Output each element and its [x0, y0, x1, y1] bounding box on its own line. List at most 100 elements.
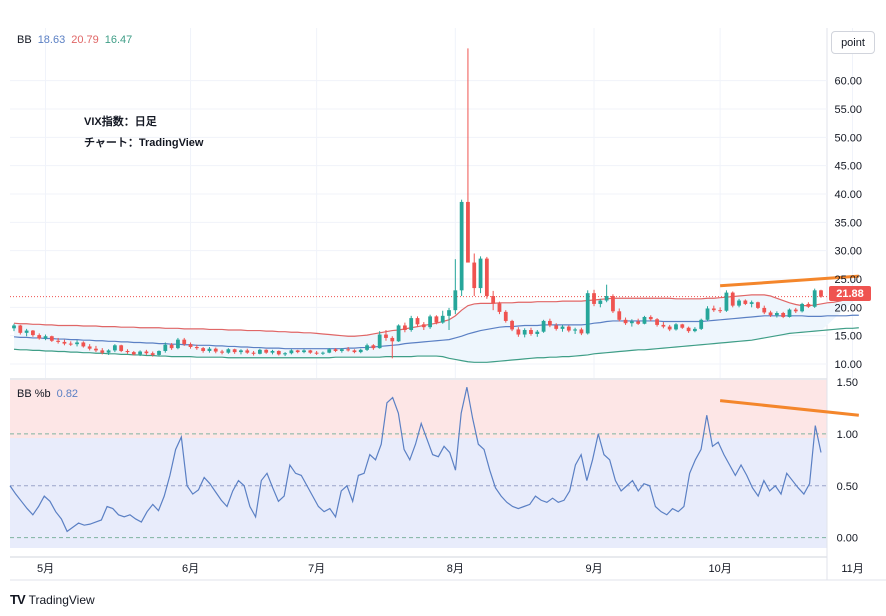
- candle-body: [724, 292, 729, 311]
- candle-body: [718, 310, 723, 312]
- candle-body: [321, 352, 325, 354]
- candle-body: [12, 325, 16, 329]
- candle-body: [730, 292, 735, 306]
- candle-body: [176, 339, 180, 349]
- candle-body: [308, 350, 313, 353]
- candle-body: [144, 351, 149, 354]
- bb-legend[interactable]: BB 18.63 20.79 16.47: [17, 34, 132, 46]
- candle-body: [226, 349, 231, 353]
- bb-legend-name: BB: [17, 34, 32, 46]
- candle-body: [100, 350, 105, 353]
- candle-body: [68, 343, 73, 345]
- candle-body: [699, 319, 704, 329]
- pb-tick-label: 0.50: [837, 481, 858, 493]
- candle-body: [56, 340, 61, 342]
- candle-body: [314, 352, 319, 354]
- candle-body: [24, 330, 29, 333]
- candle-body: [207, 348, 212, 351]
- annotation-line-1: VIX指数：日足: [84, 116, 157, 128]
- candle-body: [510, 320, 514, 330]
- pb-line: [9, 387, 822, 533]
- candle-body: [516, 329, 521, 335]
- candle-body: [743, 300, 748, 304]
- candle-body: [213, 348, 218, 352]
- candle-body: [384, 334, 388, 338]
- pb-tick-label: 0.00: [837, 533, 858, 545]
- candle-body: [737, 300, 741, 306]
- candle-body: [529, 330, 533, 334]
- bb-basis-line: [13, 314, 859, 350]
- price-scale-mode-button[interactable]: point: [831, 31, 875, 54]
- candle-body: [37, 335, 42, 339]
- tradingview-watermark[interactable]: TV TradingView: [10, 592, 95, 607]
- candle-body: [31, 330, 35, 336]
- candle-body: [636, 321, 641, 324]
- candle-body: [592, 293, 596, 304]
- candle-body: [377, 334, 382, 349]
- candle-body: [447, 310, 451, 316]
- pb-trend-line: [719, 399, 859, 417]
- candle-body: [239, 350, 243, 353]
- candle-body: [693, 328, 697, 332]
- candle-body: [667, 326, 672, 330]
- candle-body: [157, 350, 161, 355]
- candle-body: [535, 331, 540, 334]
- price-tick-label: 25.00: [834, 274, 862, 286]
- tradingview-watermark-text: TradingView: [28, 592, 95, 607]
- candle-body: [112, 345, 117, 351]
- candle-body: [251, 352, 256, 354]
- candle-body: [396, 325, 401, 342]
- price-tick-label: 45.00: [834, 161, 862, 173]
- candle-body: [585, 293, 590, 334]
- candle-body: [358, 349, 363, 353]
- pb-tick-label: 1.50: [837, 377, 858, 389]
- candle-body: [257, 349, 262, 354]
- time-tick-label: 11月: [841, 563, 863, 575]
- pb-tick-label: 1.00: [837, 429, 858, 441]
- candle-body: [119, 345, 124, 351]
- candle-body: [453, 290, 458, 311]
- candle-body: [289, 350, 294, 354]
- candle-body: [617, 311, 622, 320]
- candle-body: [787, 309, 792, 317]
- candle-body: [182, 339, 187, 345]
- candle-body: [402, 325, 407, 330]
- candle-body: [81, 342, 86, 347]
- candle-body: [106, 350, 111, 353]
- candle-body: [604, 296, 609, 301]
- candle-body: [125, 350, 130, 353]
- candle-body: [459, 201, 464, 291]
- candle-body: [661, 324, 666, 327]
- time-tick-label: 10月: [709, 563, 732, 575]
- pb-value: 0.82: [56, 388, 79, 400]
- candle-body: [793, 309, 798, 312]
- price-tick-label: 10.00: [834, 359, 862, 371]
- price-tick-label: 50.00: [834, 132, 862, 144]
- candle-body: [497, 303, 502, 312]
- normal-zone: [10, 438, 827, 548]
- candle-body: [390, 337, 395, 342]
- time-tick-label: 7月: [308, 563, 325, 575]
- candle-body: [548, 320, 552, 326]
- candle-body: [774, 313, 779, 316]
- bb-basis-value: 18.63: [37, 34, 66, 46]
- bb-lower-line: [13, 327, 859, 363]
- price-trend-line: [720, 274, 859, 288]
- candle-body: [566, 326, 571, 331]
- candle-body: [642, 316, 647, 324]
- candle-body: [415, 318, 420, 325]
- candle-body: [655, 319, 659, 325]
- candle-body: [232, 349, 237, 353]
- candle-body: [346, 349, 351, 351]
- time-tick-label: 5月: [37, 563, 54, 575]
- candle-body: [245, 350, 250, 353]
- candle-body: [302, 350, 306, 353]
- candle-body: [762, 307, 767, 313]
- time-tick-label: 6月: [182, 563, 199, 575]
- pb-legend[interactable]: BB %b 0.82: [17, 388, 78, 400]
- candle-body: [554, 325, 559, 329]
- candle-body: [75, 342, 79, 345]
- candle-body: [629, 321, 634, 324]
- candle-body: [194, 347, 199, 349]
